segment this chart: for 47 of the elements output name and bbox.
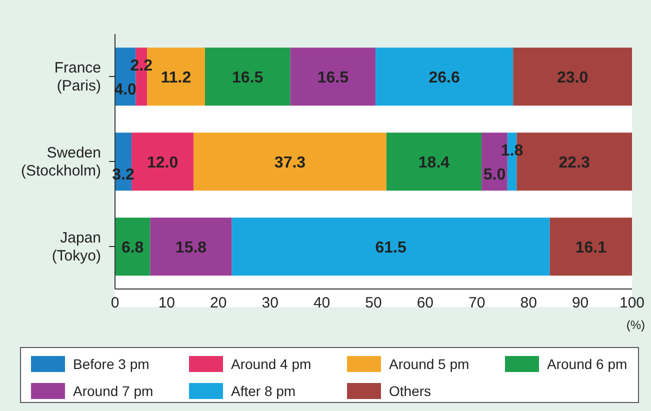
x-tick-label: 0 xyxy=(110,294,120,312)
y-tick-label: Sweden (Stockholm) xyxy=(20,144,101,180)
legend-label: Around 6 pm xyxy=(547,356,628,372)
bar xyxy=(150,218,232,276)
x-tick-label: 70 xyxy=(468,294,486,312)
data-label: 23.0 xyxy=(556,70,588,87)
x-axis-title: (%) xyxy=(626,318,645,332)
data-label: 15.8 xyxy=(175,240,207,257)
data-label: 61.5 xyxy=(375,240,406,257)
data-label: 6.8 xyxy=(121,240,144,257)
legend-label: After 8 pm xyxy=(231,382,296,399)
data-label: 16.5 xyxy=(317,70,349,87)
legend-label: Around 5 pm xyxy=(389,356,470,372)
data-label: 11.2 xyxy=(160,70,192,87)
y-tick-label: Japan (Tokyo) xyxy=(52,230,101,264)
data-label: 18.4 xyxy=(418,154,450,172)
x-tick-label: 50 xyxy=(365,294,382,312)
x-tick-label: 80 xyxy=(520,294,537,312)
data-label: 16.1 xyxy=(575,240,607,257)
legend-label: Around 4 pm xyxy=(231,356,312,372)
bar xyxy=(376,48,514,106)
legend-label: Around 7 pm xyxy=(73,382,154,399)
bar xyxy=(194,132,386,191)
data-label: 26.6 xyxy=(428,70,460,87)
bar xyxy=(513,48,632,106)
bar xyxy=(290,48,376,106)
legend-label: Others xyxy=(389,382,432,399)
data-label: 5.0 xyxy=(483,166,506,184)
data-label: 1.8 xyxy=(500,142,524,160)
bar xyxy=(204,48,290,106)
data-label: 16.5 xyxy=(232,70,264,87)
y-tick-label: France (Paris) xyxy=(54,60,101,94)
x-tick-label: 90 xyxy=(572,294,589,312)
x-tick-label: 30 xyxy=(262,294,278,312)
data-label: 12.0 xyxy=(146,154,178,172)
data-label: 22.3 xyxy=(558,154,590,172)
x-tick-label: 10 xyxy=(158,294,176,312)
x-tick-label: 100 xyxy=(619,294,645,312)
bar xyxy=(386,132,482,191)
bar xyxy=(115,218,150,276)
x-tick-label: 20 xyxy=(210,294,227,312)
bar xyxy=(232,218,550,276)
legend-label: Before 3 pm xyxy=(73,356,150,372)
data-label: 37.3 xyxy=(274,154,306,172)
x-tick-label: 60 xyxy=(416,294,434,312)
bar xyxy=(550,218,632,276)
x-tick-label: 40 xyxy=(313,294,330,312)
